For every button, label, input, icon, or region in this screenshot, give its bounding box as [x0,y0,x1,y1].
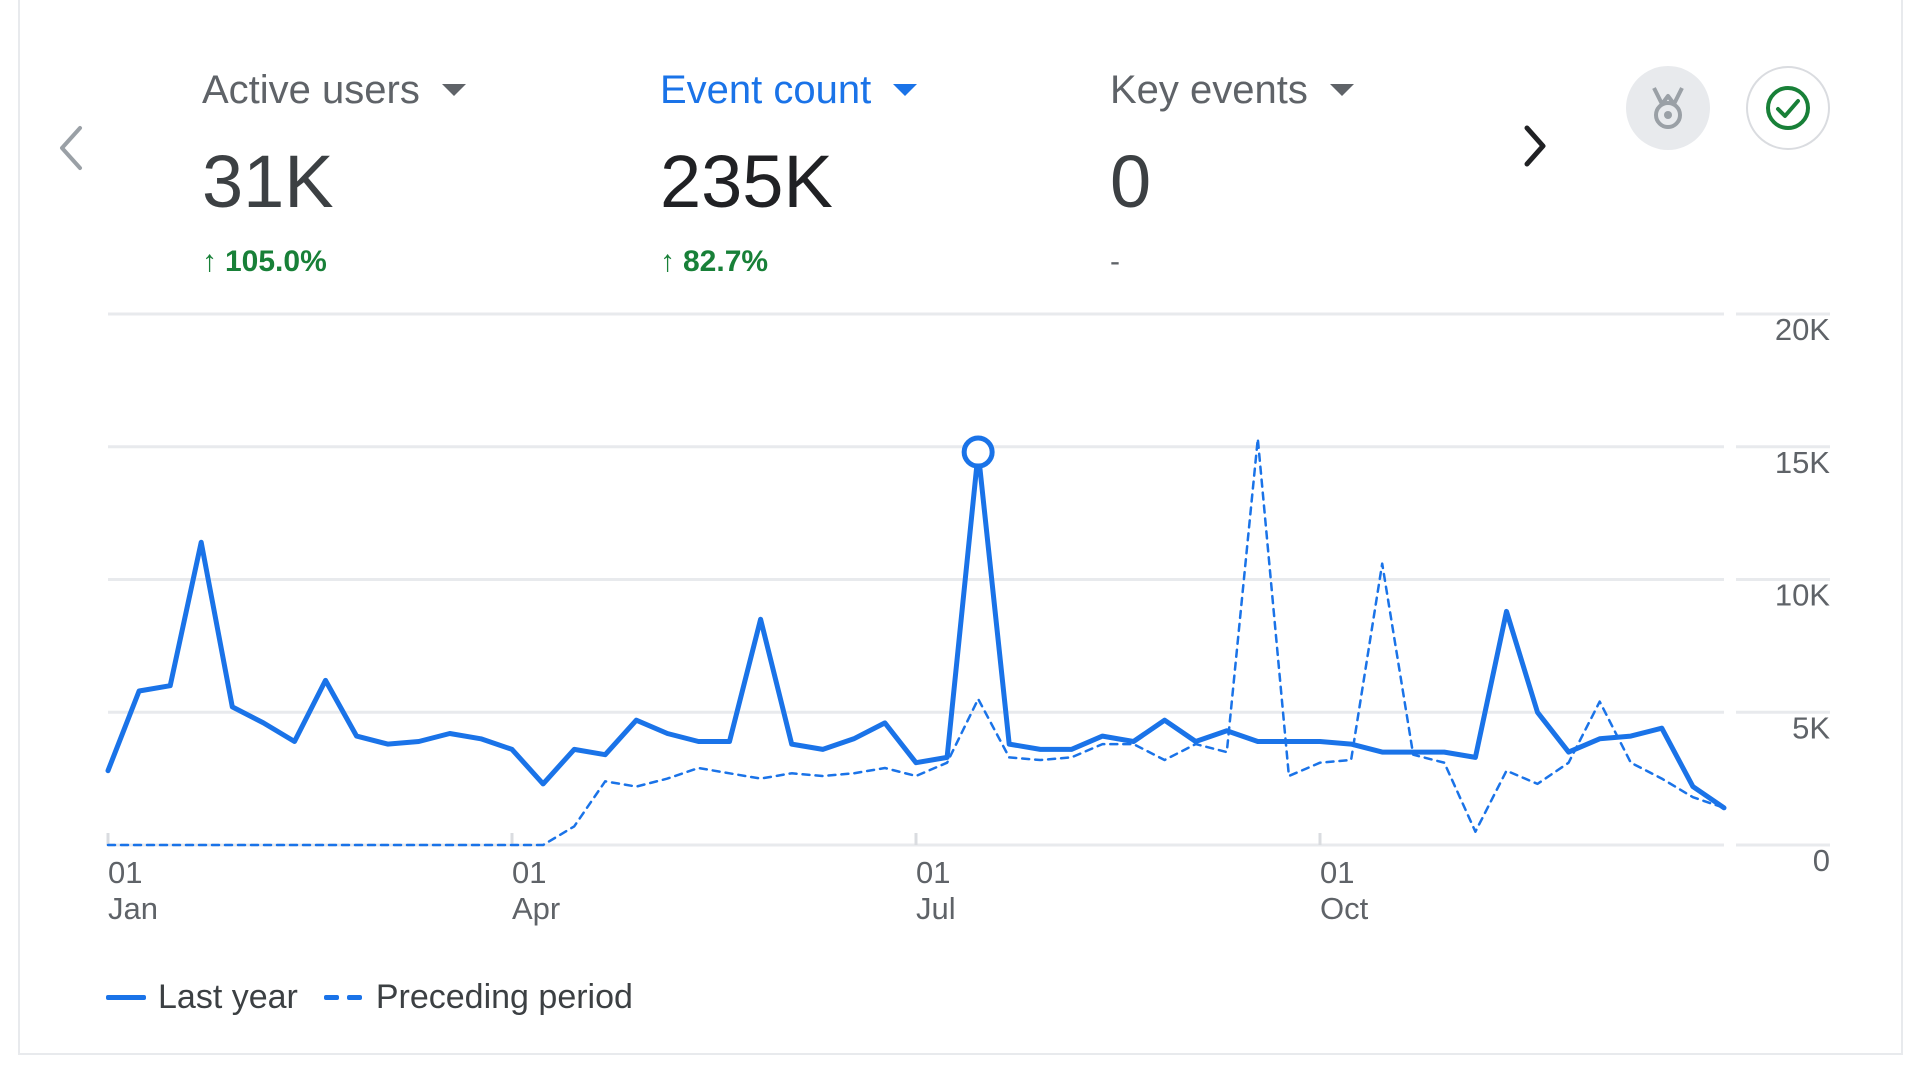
chart-legend: Last year Preceding period [106,978,633,1017]
y-axis: 0 5K 10K 15K 20K [1775,312,1830,878]
metric-label: Event count [660,67,872,112]
metric-value: 31K [202,140,334,223]
card-border-right [1901,0,1903,1055]
metric-change: - [1110,244,1354,280]
caret-down-icon [893,84,918,96]
medal-button[interactable] [1626,66,1710,150]
chevron-right-icon[interactable] [1515,118,1555,174]
check-button[interactable] [1746,66,1830,150]
chart-grid [108,312,1830,847]
metric-change-value: 82.7% [683,245,769,278]
metric-selector[interactable]: Event count [660,62,918,118]
highlighted-point [961,435,995,469]
metric-change: ↑ 82.7% [660,244,917,280]
chevron-left-icon[interactable] [52,120,92,176]
metric-label: Active users [202,67,420,112]
metric-event-count[interactable]: Event count 235K ↑ 82.7% [660,62,918,280]
x-tick-month: Jan [108,891,158,926]
metric-change: ↑ 105.0% [202,244,466,280]
chart-series [105,435,1727,847]
card-border-left [18,0,20,1055]
caret-down-icon [441,84,466,96]
arrow-up-icon: ↑ [202,245,217,278]
x-tick-day: 01 [916,855,950,890]
legend-solid-swatch [106,995,146,1000]
caret-down-icon [1329,84,1354,96]
series-preceding-period [106,437,1726,847]
y-tick-label: 0 [1813,843,1830,878]
metric-change-value: 105.0% [225,245,327,278]
card-border-bottom [18,1053,1903,1055]
arrow-up-icon: ↑ [660,245,675,278]
legend-preceding-period[interactable]: Preceding period [375,978,633,1016]
y-tick-label: 15K [1775,445,1830,480]
x-tick-day: 01 [108,855,142,890]
x-tick-month: Oct [1320,891,1369,926]
legend-last-year[interactable]: Last year [158,978,298,1016]
y-tick-label: 5K [1792,710,1830,745]
y-tick-label: 20K [1775,312,1830,347]
y-tick-label: 10K [1775,578,1830,613]
metric-selector[interactable]: Active users [202,62,466,118]
metric-change-value: - [1110,245,1120,278]
metric-selector[interactable]: Key events [1110,62,1354,118]
medal-icon [1652,87,1684,129]
series-last-year [105,449,1727,811]
metric-value: 235K [660,140,833,223]
x-tick-month: Apr [512,891,560,926]
metric-label: Key events [1110,67,1308,112]
legend-dashed-swatch [323,995,362,1000]
metric-active-users[interactable]: Active users 31K ↑ 105.0% [202,62,466,280]
x-tick-month: Jul [916,891,956,926]
x-tick-day: 01 [1320,855,1354,890]
metric-key-events[interactable]: Key events 0 - [1110,62,1354,280]
x-tick-day: 01 [512,855,546,890]
check-circle-icon [1766,86,1810,130]
metric-value: 0 [1110,140,1152,223]
